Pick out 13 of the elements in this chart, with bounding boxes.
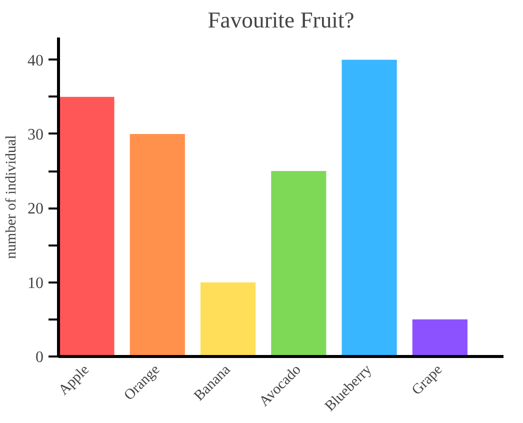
y-tick-label: 20 (28, 200, 44, 218)
bar (342, 60, 397, 356)
y-tick-label: 30 (28, 126, 44, 144)
bar (59, 96, 114, 356)
bar (200, 282, 256, 356)
bar (130, 134, 185, 356)
y-tick-label: 10 (28, 274, 44, 292)
y-tick-label: 40 (28, 52, 44, 70)
chart-title: Favourite Fruit? (208, 8, 354, 32)
bar (271, 171, 326, 356)
bar (412, 319, 468, 356)
y-axis-title: number of individual (4, 135, 20, 259)
y-tick-label: 0 (36, 349, 44, 366)
